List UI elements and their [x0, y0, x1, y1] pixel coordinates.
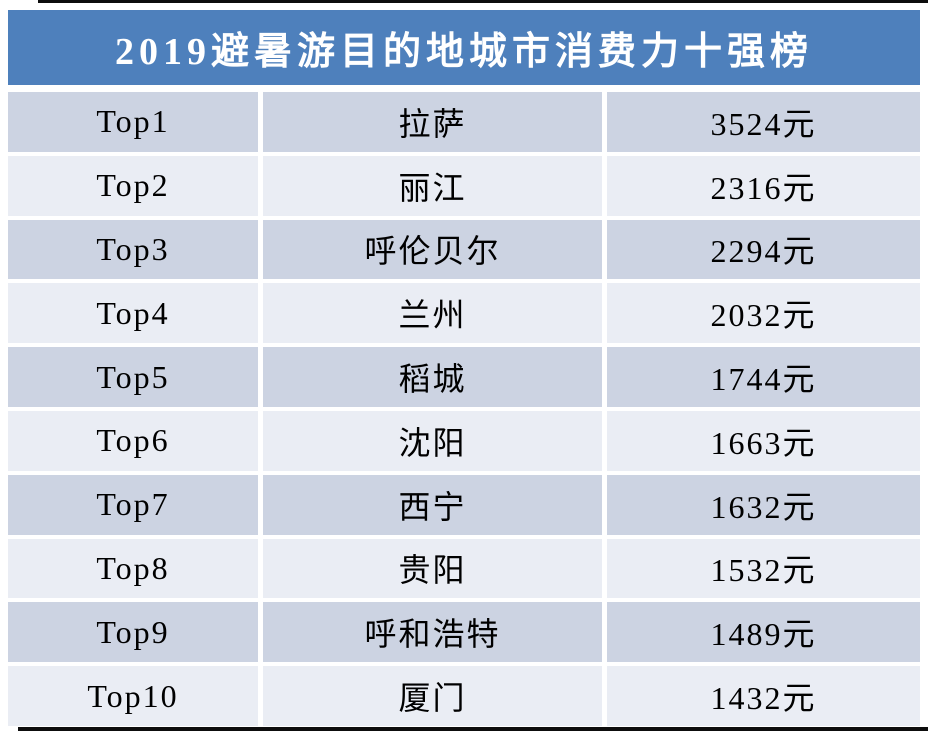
rank-cell: Top8: [8, 538, 258, 599]
rank-cell: Top4: [8, 283, 258, 344]
top-edge-line: [38, 0, 928, 3]
table-row: Top5 稻城 1744元: [8, 347, 920, 407]
city-cell: 拉萨: [263, 92, 602, 152]
table-header: 2019避暑游目的地城市消费力十强榜: [8, 10, 920, 85]
table-row: Top9 呼和浩特 1489元: [8, 602, 920, 663]
city-cell: 贵阳: [263, 538, 602, 599]
price-cell: 1432元: [607, 666, 920, 726]
rank-cell: Top10: [8, 666, 258, 726]
city-cell: 西宁: [263, 474, 602, 535]
table-row: Top2 丽江 2316元: [8, 155, 920, 216]
price-cell: 1663元: [607, 410, 920, 471]
table-row: Top10 厦门 1432元: [8, 666, 920, 726]
price-cell: 1489元: [607, 602, 920, 663]
bottom-edge-line: [18, 727, 928, 731]
city-cell: 呼和浩特: [263, 602, 602, 663]
table-title: 2019避暑游目的地城市消费力十强榜: [114, 31, 813, 73]
consumption-ranking-table: 2019避暑游目的地城市消费力十强榜 Top1 拉萨 3524元 Top2 丽江…: [8, 10, 920, 726]
price-cell: 1532元: [607, 538, 920, 599]
city-cell: 厦门: [263, 666, 602, 726]
city-cell: 丽江: [263, 155, 602, 216]
table-body: Top1 拉萨 3524元 Top2 丽江 2316元 Top3 呼伦贝尔 22…: [8, 92, 920, 726]
price-cell: 2316元: [607, 155, 920, 216]
city-cell: 兰州: [263, 283, 602, 344]
city-cell: 沈阳: [263, 410, 602, 471]
table-row: Top8 贵阳 1532元: [8, 538, 920, 599]
rank-cell: Top9: [8, 602, 258, 663]
table-row: Top3 呼伦贝尔 2294元: [8, 219, 920, 280]
rank-cell: Top3: [8, 219, 258, 280]
price-cell: 1744元: [607, 347, 920, 407]
price-cell: 2294元: [607, 219, 920, 280]
city-cell: 稻城: [263, 347, 602, 407]
price-cell: 1632元: [607, 474, 920, 535]
table-row: Top4 兰州 2032元: [8, 283, 920, 344]
table-row: Top7 西宁 1632元: [8, 474, 920, 535]
price-cell: 2032元: [607, 283, 920, 344]
city-cell: 呼伦贝尔: [263, 219, 602, 280]
rank-cell: Top7: [8, 474, 258, 535]
rank-cell: Top5: [8, 347, 258, 407]
rank-cell: Top1: [8, 92, 258, 152]
price-cell: 3524元: [607, 92, 920, 152]
rank-cell: Top2: [8, 155, 258, 216]
table-row: Top1 拉萨 3524元: [8, 92, 920, 152]
rank-cell: Top6: [8, 410, 258, 471]
table-row: Top6 沈阳 1663元: [8, 410, 920, 471]
